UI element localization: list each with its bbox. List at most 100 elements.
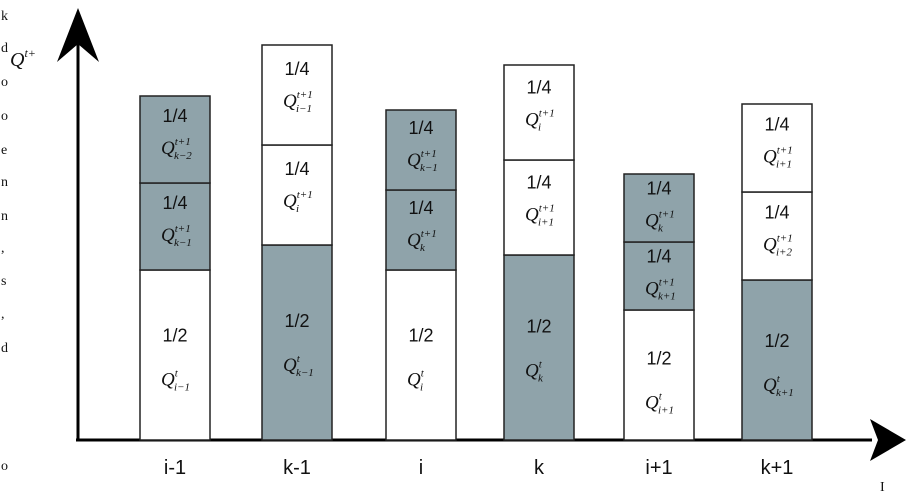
block-rect	[385, 189, 457, 271]
x-tick-label-5: k+1	[761, 457, 794, 479]
block-fraction: 1/4	[646, 178, 671, 198]
block-fraction: 1/4	[646, 246, 671, 266]
edge-fragment-0: k	[1, 9, 8, 24]
bar-3-block-1: 1/4 Qt+1 i+1	[503, 159, 575, 256]
bar-2-block-1: 1/4 Qt+1 k	[385, 189, 457, 271]
block-rect	[503, 159, 575, 256]
x-tick-label-0: i-1	[164, 457, 186, 479]
bar-1-block-0: 1/2 Qt k−1	[261, 244, 333, 441]
x-tick-label-3: k	[534, 457, 545, 479]
block-fraction: 1/4	[526, 173, 551, 193]
bar-4-block-0: 1/2 Qt i+1	[623, 309, 695, 441]
bar-5-block-1: 1/4 Qt+1 i+2	[741, 191, 813, 281]
block-fraction: 1/4	[408, 198, 433, 218]
edge-fragment-8: s	[1, 274, 6, 289]
block-quantity: Qt k−1	[283, 353, 314, 379]
block-rect	[623, 173, 695, 243]
y-axis-arrowhead	[57, 8, 99, 62]
edge-fragment-1: d	[1, 41, 8, 56]
bar-0: 1/2 Qt i−1 1/4 Qt+1 k−1 1/4 Qt+1 k−2 i-1	[139, 95, 211, 479]
bar-0-block-1: 1/4 Qt+1 k−1	[139, 182, 211, 271]
block-fraction: 1/2	[408, 325, 433, 345]
bar-2: 1/2 Qt i 1/4 Qt+1 k 1/4 Qt+1 k−1 i	[385, 109, 457, 479]
bar-4-block-1: 1/4 Qt+1 k+1	[623, 241, 695, 311]
y-axis-label: Qt+	[10, 46, 36, 71]
block-quantity: Qt+1 k−1	[407, 148, 438, 174]
x-axis-end-label: I	[880, 480, 885, 494]
block-quantity: Qt+1 i+1	[763, 144, 793, 170]
left-edge-text-fragments: k d o o e n n, s, d o	[1, 9, 8, 474]
block-rect	[139, 269, 211, 441]
bar-3-block-2: 1/4 Qt+1 i	[503, 64, 575, 161]
block-rect	[741, 279, 813, 441]
bar-1: 1/2 Qt k−1 1/4 Qt+1 i 1/4 Qt+1 i−1 k-1	[261, 44, 333, 479]
bar-1-block-1: 1/4 Qt+1 i	[261, 144, 333, 246]
block-quantity: Qt i	[407, 367, 425, 393]
bar-5: 1/2 Qt k+1 1/4 Qt+1 i+2 1/4 Qt+1 i+1 k+1	[741, 103, 813, 479]
block-fraction: 1/2	[284, 311, 309, 331]
edge-fragment-7: ,	[1, 241, 5, 256]
block-rect	[385, 269, 457, 441]
block-fraction: 1/4	[408, 118, 433, 138]
bar-5-block-2: 1/4 Qt+1 i+1	[741, 103, 813, 193]
block-rect	[503, 254, 575, 441]
bar-3: 1/2 Qt k 1/4 Qt+1 i+1 1/4 Qt+1 i k	[503, 64, 575, 479]
bar-3-block-0: 1/2 Qt k	[503, 254, 575, 441]
block-rect	[623, 241, 695, 311]
x-tick-label-1: k-1	[283, 457, 311, 479]
block-rect	[139, 182, 211, 271]
block-fraction: 1/4	[764, 202, 789, 222]
edge-fragment-4: e	[1, 143, 7, 158]
edge-fragment-11: o	[1, 459, 8, 474]
block-rect	[139, 95, 211, 184]
block-quantity: Qt+1 i	[283, 189, 313, 215]
edge-fragment-9: ,	[1, 307, 5, 322]
block-fraction: 1/4	[284, 159, 309, 179]
block-fraction: 1/4	[526, 78, 551, 98]
bar-4: 1/2 Qt i+1 1/4 Qt+1 k+1 1/4 Qt+1 k i+1	[623, 173, 695, 479]
block-rect	[741, 191, 813, 281]
edge-fragment-3: o	[1, 109, 8, 124]
bar-1-block-2: 1/4 Qt+1 i−1	[261, 44, 333, 146]
x-tick-label-2: i	[419, 457, 423, 479]
x-tick-label-4: i+1	[645, 457, 672, 479]
block-quantity: Qt+1 k	[407, 228, 437, 254]
block-quantity: Qt i−1	[161, 367, 190, 393]
block-fraction: 1/2	[526, 317, 551, 337]
block-rect	[261, 44, 333, 146]
bar-2-block-2: 1/4 Qt+1 k−1	[385, 109, 457, 191]
edge-fragment-5: n	[1, 175, 8, 190]
block-quantity: Qt+1 k−2	[161, 136, 192, 162]
block-fraction: 1/2	[646, 349, 671, 369]
bar-0-block-0: 1/2 Qt i−1	[139, 269, 211, 441]
block-quantity: Qt+1 i+1	[525, 203, 555, 229]
block-fraction: 1/4	[284, 59, 309, 79]
block-quantity: Qt k	[525, 359, 544, 385]
block-quantity: Qt+1 i−1	[283, 89, 313, 115]
bar-4-block-2: 1/4 Qt+1 k	[623, 173, 695, 243]
bar-5-block-0: 1/2 Qt k+1	[741, 279, 813, 441]
block-quantity: Qt+1 k+1	[645, 276, 676, 302]
bars-group: 1/2Qt i−11/4Qt+1 k−11/4Qt+1 k−2i-11/2Qt k−11…	[139, 44, 813, 479]
block-rect	[741, 103, 813, 193]
bar-2-block-0: 1/2 Qt i	[385, 269, 457, 441]
edge-fragment-2: o	[1, 75, 8, 90]
block-rect	[261, 144, 333, 246]
block-quantity: Qt i+1	[645, 391, 674, 417]
block-quantity: Qt+1 i+2	[763, 232, 793, 258]
block-fraction: 1/2	[764, 331, 789, 351]
block-rect	[385, 109, 457, 191]
edge-fragment-6: n	[1, 209, 8, 224]
block-quantity: Qt+1 k	[645, 208, 675, 234]
block-quantity: Qt+1 k−1	[161, 223, 192, 249]
block-rect	[503, 64, 575, 161]
block-fraction: 1/4	[162, 106, 187, 126]
block-fraction: 1/2	[162, 325, 187, 345]
block-rect	[623, 309, 695, 441]
block-quantity: Qt+1 i	[525, 108, 555, 134]
block-rect	[261, 244, 333, 441]
x-axis-arrowhead	[870, 419, 906, 461]
block-quantity: Qt k+1	[763, 373, 794, 399]
block-fraction: 1/4	[162, 193, 187, 213]
